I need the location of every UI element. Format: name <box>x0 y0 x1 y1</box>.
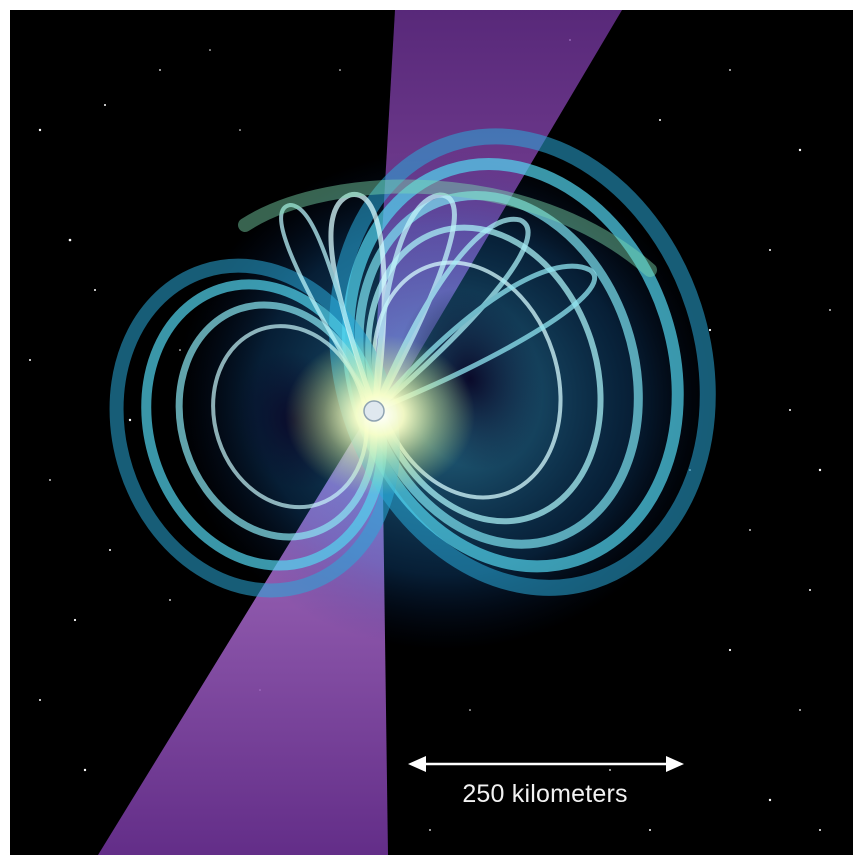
scale-bar <box>408 756 684 772</box>
magnetar-illustration <box>29 10 831 855</box>
neutron-star <box>363 400 385 422</box>
scale-bar-label: 250 kilometers <box>462 780 628 808</box>
illustration-frame: 250 kilometers <box>10 10 853 855</box>
scale-bar-right-arrow <box>666 756 684 772</box>
scale-bar-left-arrow <box>408 756 426 772</box>
